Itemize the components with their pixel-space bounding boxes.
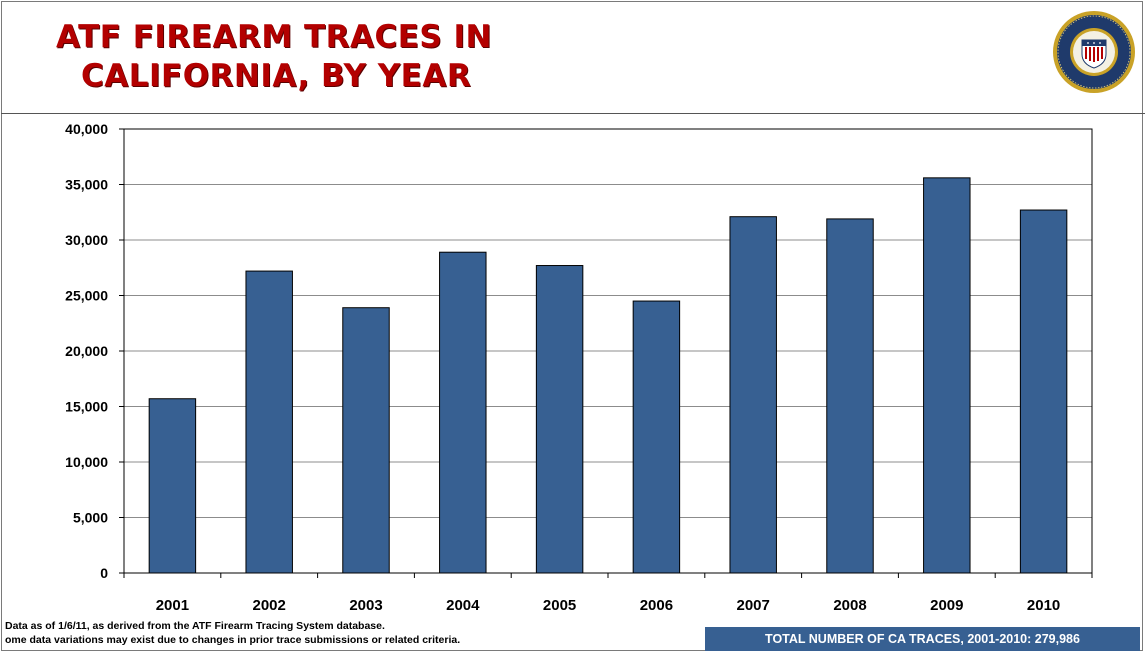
y-tick-label: 10,000 <box>65 454 108 470</box>
bar-2003 <box>342 307 390 574</box>
x-tick-label: 2008 <box>833 597 866 614</box>
y-tick-label: 35,000 <box>65 177 108 193</box>
bar-2009 <box>923 177 971 574</box>
slide-title: ATF FIREARM TRACES IN CALIFORNIA, BY YEA… <box>56 18 492 96</box>
bar-2001 <box>148 398 197 574</box>
footnote-line-2: ome data variations may exist due to cha… <box>5 634 461 646</box>
bar-2007 <box>729 216 777 574</box>
header-divider <box>1 113 1145 114</box>
y-tick-label: 15,000 <box>65 399 108 415</box>
axes <box>119 128 1093 578</box>
x-tick-label: 2002 <box>253 597 286 614</box>
total-traces-label: TOTAL NUMBER OF CA TRACES, 2001-2010: 27… <box>765 632 1080 646</box>
y-tick-label: 40,000 <box>65 121 108 137</box>
atf-seal-icon <box>1053 11 1135 93</box>
bar-2006 <box>632 300 681 574</box>
footnote: Data as of 1/6/11, as derived from the A… <box>5 619 460 647</box>
bar-2010 <box>1019 209 1068 574</box>
title-line-2: CALIFORNIA, BY YEAR <box>81 58 472 94</box>
x-tick-label: 2010 <box>1027 597 1060 614</box>
y-tick-label: 30,000 <box>65 232 108 248</box>
y-tick-label: 25,000 <box>65 288 108 304</box>
bars <box>148 177 1068 574</box>
x-tick-label: 2007 <box>737 597 770 614</box>
x-tick-label: 2009 <box>930 597 963 614</box>
bar-2002 <box>245 270 293 574</box>
total-traces-box: TOTAL NUMBER OF CA TRACES, 2001-2010: 27… <box>705 627 1140 651</box>
bar-2008 <box>826 218 874 574</box>
x-tick-label: 2004 <box>446 597 480 614</box>
x-tick-label: 2006 <box>640 597 673 614</box>
bar-2005 <box>535 265 584 574</box>
x-tick-label: 2003 <box>349 597 382 614</box>
x-tick-label: 2001 <box>156 597 189 614</box>
y-tick-labels: 0 5,000 10,000 15,000 20,000 25,000 30,000 35,0… <box>65 121 108 581</box>
title-line-1: ATF FIREARM TRACES IN <box>56 19 492 55</box>
x-tick-labels: 2001 2002 2003 2004 2005 2006 2007 2008 2009 2010 <box>156 597 1061 614</box>
bar-2004 <box>439 251 487 574</box>
y-tick-label: 20,000 <box>65 343 108 359</box>
y-tick-label: 5,000 <box>73 510 108 526</box>
footnote-line-1: Data as of 1/6/11, as derived from the A… <box>5 620 385 632</box>
x-tick-label: 2005 <box>543 597 576 614</box>
y-tick-label: 0 <box>100 565 108 581</box>
